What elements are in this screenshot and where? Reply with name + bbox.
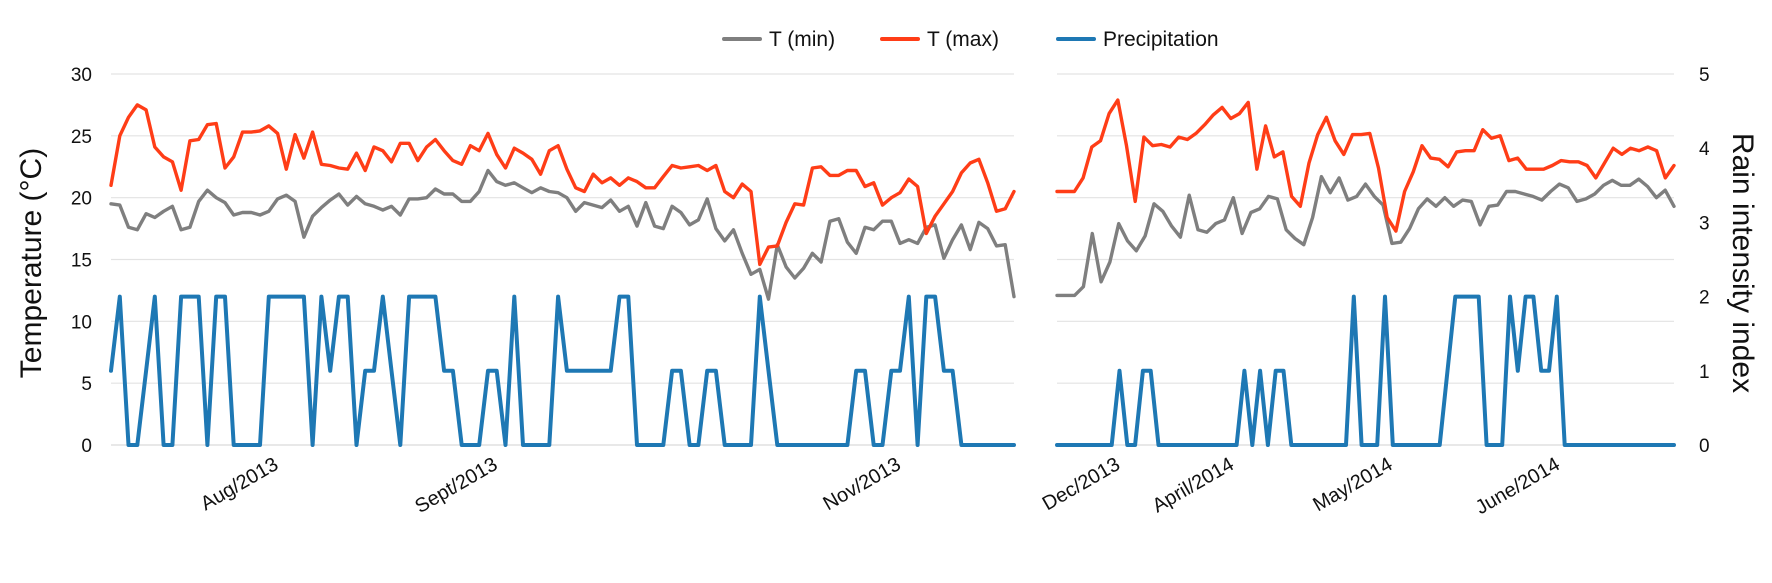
series-line-precipitation-2013 bbox=[109, 294, 1016, 447]
y-right-tick-label: 2 bbox=[1699, 288, 1710, 309]
x-tick-label: May/2014 bbox=[1309, 453, 1396, 516]
y-left-tick-label: 0 bbox=[81, 436, 92, 457]
series-line-t-min-2013 bbox=[109, 168, 1016, 301]
y-right-tick-label: 3 bbox=[1699, 213, 1710, 234]
legend-label: T (min) bbox=[769, 28, 835, 51]
x-tick-label: April/2014 bbox=[1149, 453, 1238, 517]
y-right-tick-label: 5 bbox=[1699, 65, 1710, 86]
y-left-axis-title: Temperature (°C) bbox=[15, 148, 48, 378]
y-right-tick-label: 0 bbox=[1699, 436, 1710, 457]
y-left-tick-label: 30 bbox=[71, 65, 92, 86]
y-left-tick-label: 5 bbox=[81, 374, 92, 395]
y-left-tick-label: 10 bbox=[71, 312, 92, 333]
legend-label: T (max) bbox=[927, 28, 999, 51]
series-line-t-max-2014 bbox=[1055, 98, 1676, 233]
y-left-tick-label: 20 bbox=[71, 189, 92, 210]
series-line-t-min-2014 bbox=[1055, 174, 1676, 298]
y-right-tick-label: 4 bbox=[1699, 139, 1710, 160]
x-tick-label: June/2014 bbox=[1472, 453, 1564, 519]
series-line-t-max-2013 bbox=[109, 103, 1016, 267]
x-tick-label: Dec/2013 bbox=[1039, 453, 1124, 515]
y-left-tick-label: 25 bbox=[71, 127, 92, 148]
x-tick-label: Sept/2013 bbox=[411, 453, 501, 518]
legend-label: Precipitation bbox=[1103, 28, 1219, 51]
x-tick-label: Aug/2013 bbox=[197, 453, 282, 515]
y-right-axis-title: Rain intensity index bbox=[1726, 133, 1759, 393]
y-right-tick-label: 1 bbox=[1699, 362, 1710, 383]
x-tick-label: Nov/2013 bbox=[820, 453, 905, 515]
series-line-precipitation-2014 bbox=[1055, 294, 1676, 447]
y-left-tick-label: 15 bbox=[71, 251, 92, 272]
